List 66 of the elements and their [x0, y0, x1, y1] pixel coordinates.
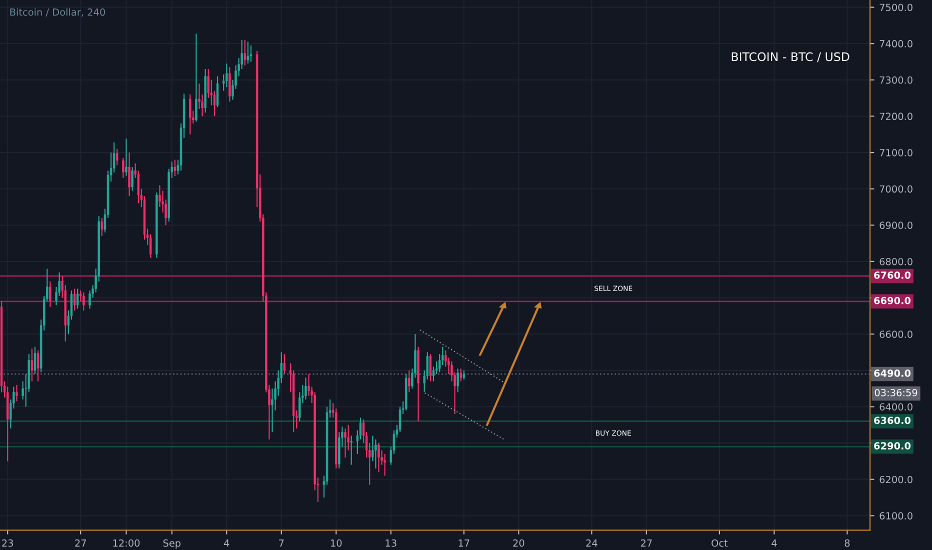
candlestick — [131, 166, 134, 192]
x-tick-label: 17 — [458, 540, 470, 547]
y-tick-label: 6100.0 — [880, 512, 912, 520]
candlestick — [304, 377, 307, 400]
x-tick-label: 10 — [331, 539, 342, 547]
y-tick-label: 6600.0 — [880, 330, 912, 338]
candlestick — [76, 288, 79, 310]
x-tick-label: Sep — [163, 539, 181, 549]
x-tick-label: 4 — [772, 540, 777, 547]
ref-line-label: 6490.0 — [874, 370, 911, 377]
candlestick — [125, 138, 128, 177]
candlestick — [195, 33, 198, 122]
y-tick-label: 7000.0 — [880, 185, 912, 193]
candlestick — [128, 152, 130, 197]
candlestick — [408, 370, 410, 393]
y-tick-label: 6800.0 — [880, 258, 912, 266]
candlestick — [429, 354, 432, 382]
y-tick-label: 7500.0 — [880, 4, 912, 12]
text: BITCOIN - BTC / USD — [732, 52, 850, 62]
ref-line-label: 6690.0 — [874, 296, 911, 304]
x-tick-label: 23 — [2, 539, 14, 547]
y-tick-label: 7300.0 — [880, 76, 912, 84]
x-tick-label: Oct — [712, 539, 728, 547]
x-tick-label: 12:00 — [113, 539, 140, 547]
candlestick — [16, 384, 18, 402]
candlestick — [174, 159, 176, 177]
x-tick-label: 8 — [844, 539, 850, 547]
y-tick-label: 7200.0 — [880, 112, 912, 120]
ref-line-label: 6760.0 — [874, 271, 911, 279]
candlestick — [122, 157, 124, 178]
candlestick — [283, 354, 286, 375]
candlestick — [344, 428, 346, 458]
y-tick-label: 7100.0 — [880, 149, 912, 156]
ref-line-label: 6360.0 — [874, 416, 911, 424]
candlestick — [250, 44, 252, 62]
candlestick — [226, 62, 228, 88]
y-tick-label: 7400.0 — [880, 40, 912, 48]
x-tick-label: 13 — [386, 539, 396, 547]
x-tick-label: 27 — [640, 539, 652, 547]
candlestick — [100, 217, 104, 237]
candlestick — [228, 66, 231, 102]
candlestick — [374, 438, 377, 470]
y-tick-label: 6900.0 — [880, 222, 912, 229]
text: 03:36:59 — [874, 388, 918, 396]
x-tick-label: 24 — [586, 539, 598, 547]
candlestick — [216, 76, 219, 108]
y-tick-label: 6400.0 — [880, 403, 912, 411]
text: Bitcoin / Dollar, 240 — [10, 8, 105, 17]
x-tick-label: 7 — [279, 540, 284, 547]
candlestick — [350, 435, 352, 466]
y-tick-label: 6200.0 — [880, 476, 912, 484]
candlestick — [30, 348, 34, 382]
candlestick — [246, 41, 250, 64]
x-tick-label: 27 — [75, 539, 86, 547]
candlestick — [116, 148, 118, 166]
x-tick-label: 4 — [224, 540, 230, 547]
candlestick — [384, 453, 386, 476]
candlestick — [244, 39, 246, 66]
candlestick — [378, 442, 380, 473]
candlestick — [34, 346, 36, 375]
candlestick — [36, 350, 40, 382]
candlestick — [73, 288, 76, 312]
candlestick — [49, 280, 52, 308]
candlestick — [82, 292, 85, 312]
x-tick-label: 20 — [513, 539, 524, 547]
ref-line-label: 6290.0 — [874, 442, 911, 450]
